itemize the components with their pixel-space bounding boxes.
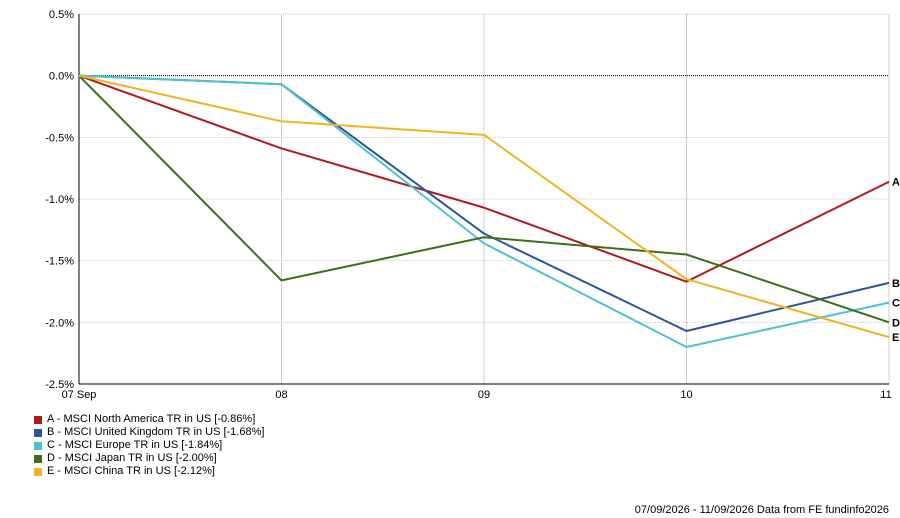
series-end-label-d: D xyxy=(892,317,900,329)
series-end-label-c: C xyxy=(892,298,900,310)
y-tick-label: 0.0% xyxy=(49,71,74,83)
series-end-label-e: E xyxy=(892,332,899,344)
y-axis-labels: 0.5% 0.0% -0.5% -1.0% -1.5% -2.0% -2.5% xyxy=(45,9,74,391)
legend-label: A - MSCI North America TR in US [-0.86%] xyxy=(47,413,256,425)
x-tick-label: 08 xyxy=(275,389,287,401)
series-line-d xyxy=(78,74,890,324)
legend-label: C - MSCI Europe TR in US [-1.84%] xyxy=(47,439,223,451)
x-tick-label: 11 xyxy=(880,389,891,401)
legend-swatch xyxy=(34,441,42,450)
legend-label: B - MSCI United Kingdom TR in US [-1.68%… xyxy=(47,426,265,438)
legend-item-a: A - MSCI North America TR in US [-0.86%] xyxy=(34,413,264,426)
legend-swatch xyxy=(34,454,42,463)
legend-swatch xyxy=(34,467,42,476)
legend-swatch xyxy=(34,428,42,437)
series-line-e xyxy=(78,74,890,339)
legend-label: D - MSCI Japan TR in US [-2.00%] xyxy=(47,452,217,464)
y-tick-label: -2.0% xyxy=(45,317,74,329)
y-tick-label: -1.0% xyxy=(45,194,74,206)
series-lines xyxy=(78,74,890,348)
series-line-a xyxy=(78,74,890,283)
series-line-c xyxy=(78,74,890,348)
x-tick-label: 07 Sep xyxy=(62,389,97,401)
legend-label: E - MSCI China TR in US [-2.12%] xyxy=(47,465,215,477)
x-tick-label: 10 xyxy=(680,389,692,401)
legend-item-d: D - MSCI Japan TR in US [-2.00%] xyxy=(34,452,264,465)
legend-item-b: B - MSCI United Kingdom TR in US [-1.68%… xyxy=(34,426,264,439)
y-tick-label: 0.5% xyxy=(49,9,74,21)
line-chart: 0.5% 0.0% -0.5% -1.0% -1.5% -2.0% -2.5% 07 Sep… xyxy=(45,9,900,401)
y-tick-label: -0.5% xyxy=(45,132,74,144)
legend-item-e: E - MSCI China TR in US [-2.12%] xyxy=(34,465,264,478)
series-end-label-b: B xyxy=(892,278,900,290)
footer-text: 07/09/2026 - 11/09/2026 Data from FE fun… xyxy=(634,504,889,516)
y-tick-label: -2.5% xyxy=(45,379,74,391)
y-tick-label: -1.5% xyxy=(45,256,74,268)
series-end-label-a: A xyxy=(892,177,900,189)
legend-item-c: C - MSCI Europe TR in US [-1.84%] xyxy=(34,439,264,452)
legend: A - MSCI North America TR in US [-0.86%]… xyxy=(34,413,264,478)
legend-swatch xyxy=(34,415,42,424)
x-tick-label: 09 xyxy=(478,389,490,401)
x-axis-labels: 07 Sep 08 09 10 11 xyxy=(62,389,892,401)
